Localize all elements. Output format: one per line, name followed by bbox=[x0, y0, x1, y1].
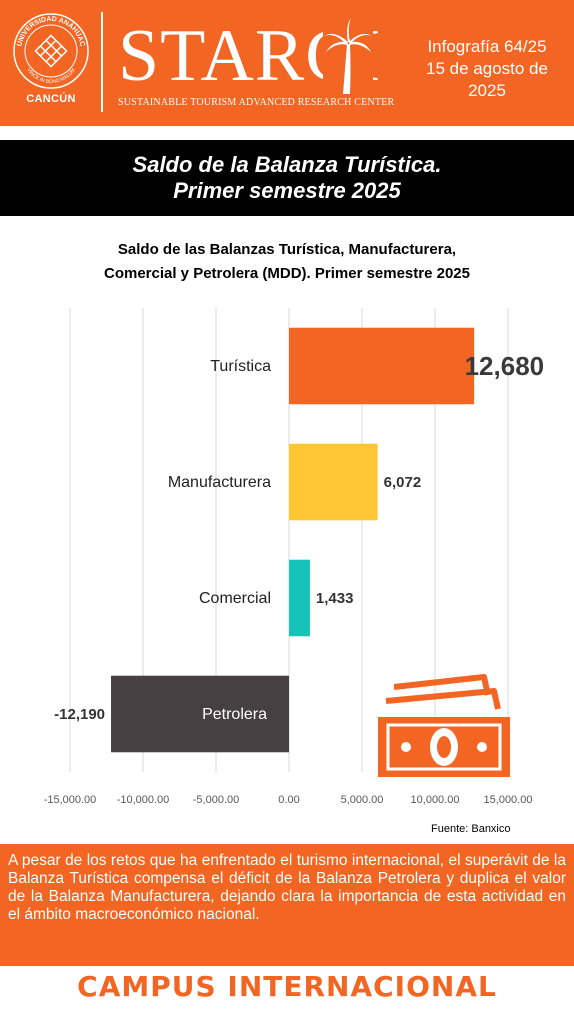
palm-tree-icon bbox=[323, 18, 373, 96]
bar-0 bbox=[289, 327, 475, 405]
category-label: Petrolera bbox=[202, 706, 267, 723]
category-label: Turística bbox=[210, 358, 271, 375]
publication-date-line2: 2025 bbox=[468, 81, 506, 100]
category-label: Manufacturera bbox=[168, 474, 271, 491]
category-label: Comercial bbox=[199, 590, 271, 607]
x-tick-label: 15,000.00 bbox=[484, 794, 533, 806]
money-bills-icon bbox=[378, 674, 510, 777]
brand-subtitle: SUSTAINABLE TOURISM ADVANCED RESEARCH CE… bbox=[118, 97, 395, 108]
campus-name: CANCÚN bbox=[26, 93, 76, 105]
x-tick-label: -15,000.00 bbox=[44, 794, 97, 806]
chart-title-line2: Comercial y Petrolera (MDD). Primer seme… bbox=[103, 265, 470, 282]
chart-title-line1: Saldo de las Balanzas Turística, Manufac… bbox=[117, 241, 457, 258]
x-tick-label: 5,000.00 bbox=[341, 794, 384, 806]
bar-1 bbox=[289, 443, 378, 521]
infographic-number: Infografía 64/25 bbox=[427, 37, 547, 56]
x-tick-label: -10,000.00 bbox=[117, 794, 170, 806]
data-label: 6,072 bbox=[384, 474, 422, 491]
data-label: 12,680 bbox=[465, 351, 545, 381]
university-logo-icon: UNIVERSIDAD ANÁHUAC VINCE IN BONO MALUM bbox=[13, 13, 89, 89]
infographic-info: Infografía 64/25 15 de agosto de 2025 bbox=[405, 36, 569, 102]
header: UNIVERSIDAD ANÁHUAC VINCE IN BONO MALUM … bbox=[0, 0, 574, 126]
banner-line2: Primer semestre 2025 bbox=[173, 178, 401, 203]
source-label: Fuente: Banxico bbox=[431, 823, 511, 835]
x-tick-label: 0.00 bbox=[278, 794, 299, 806]
header-divider bbox=[101, 12, 103, 112]
chart-title: Saldo de las Balanzas Turística, Manufac… bbox=[20, 238, 554, 286]
x-tick-label: 10,000.00 bbox=[411, 794, 460, 806]
banner-line1: Saldo de la Balanza Turística. bbox=[132, 152, 442, 177]
note-text: A pesar de los retos que ha enfrentado e… bbox=[8, 852, 566, 923]
note-box bbox=[0, 844, 574, 966]
x-tick-label: -5,000.00 bbox=[193, 794, 239, 806]
data-label: -12,190 bbox=[54, 706, 105, 723]
bar-chart: -15,000.00 -10,000.00 -5,000.00 0.00 5,000.0… bbox=[44, 308, 545, 806]
campus-footer: CAMPUS INTERNACIONAL bbox=[77, 970, 497, 1003]
title-banner: Saldo de la Balanza Turística. Primer se… bbox=[0, 140, 574, 216]
bar-3 bbox=[111, 675, 289, 753]
publication-date-line1: 15 de agosto de bbox=[426, 59, 548, 78]
data-label: 1,433 bbox=[316, 590, 354, 607]
bar-2 bbox=[289, 559, 310, 637]
